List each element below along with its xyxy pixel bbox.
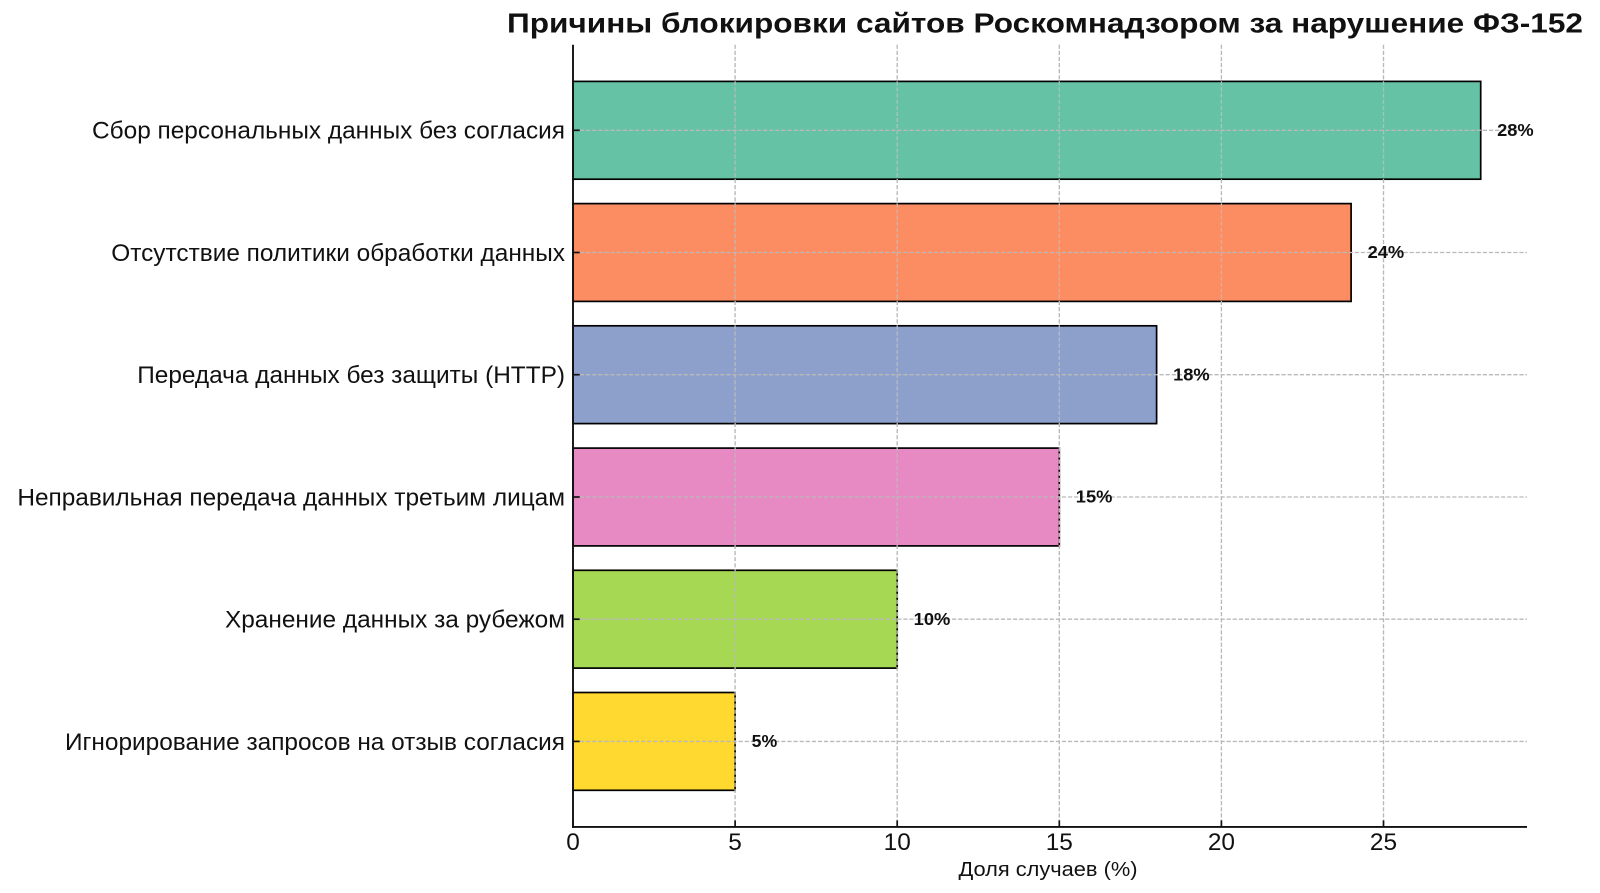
svg-text:10%: 10%	[914, 609, 951, 629]
svg-text:15%: 15%	[1076, 487, 1113, 507]
svg-text:20: 20	[1208, 829, 1235, 856]
svg-text:Отсутствие политики обработки: Отсутствие политики обработки данных	[111, 240, 565, 267]
svg-text:Доля случаев (%): Доля случаев (%)	[959, 859, 1138, 881]
svg-text:18%: 18%	[1173, 364, 1210, 384]
svg-text:0: 0	[566, 829, 580, 856]
svg-text:28%: 28%	[1497, 120, 1534, 140]
svg-text:Хранение данных за рубежом: Хранение данных за рубежом	[225, 607, 565, 634]
svg-text:25: 25	[1370, 829, 1397, 856]
svg-text:Неправильная передача данных т: Неправильная передача данных третьим лиц…	[17, 484, 565, 511]
svg-text:5%: 5%	[752, 731, 778, 751]
svg-text:Причины блокировки сайтов Роск: Причины блокировки сайтов Роскомнадзором…	[507, 8, 1583, 39]
svg-text:Игнорирование запросов на отзы: Игнорирование запросов на отзыв согласия	[65, 729, 565, 756]
svg-text:15: 15	[1046, 829, 1073, 856]
svg-text:24%: 24%	[1368, 242, 1405, 262]
svg-text:Передача данных без защиты (HT: Передача данных без защиты (HTTP)	[137, 362, 565, 389]
svg-text:Сбор персональных данных без с: Сбор персональных данных без согласия	[92, 118, 565, 145]
svg-text:10: 10	[884, 829, 911, 856]
svg-text:5: 5	[728, 829, 742, 856]
